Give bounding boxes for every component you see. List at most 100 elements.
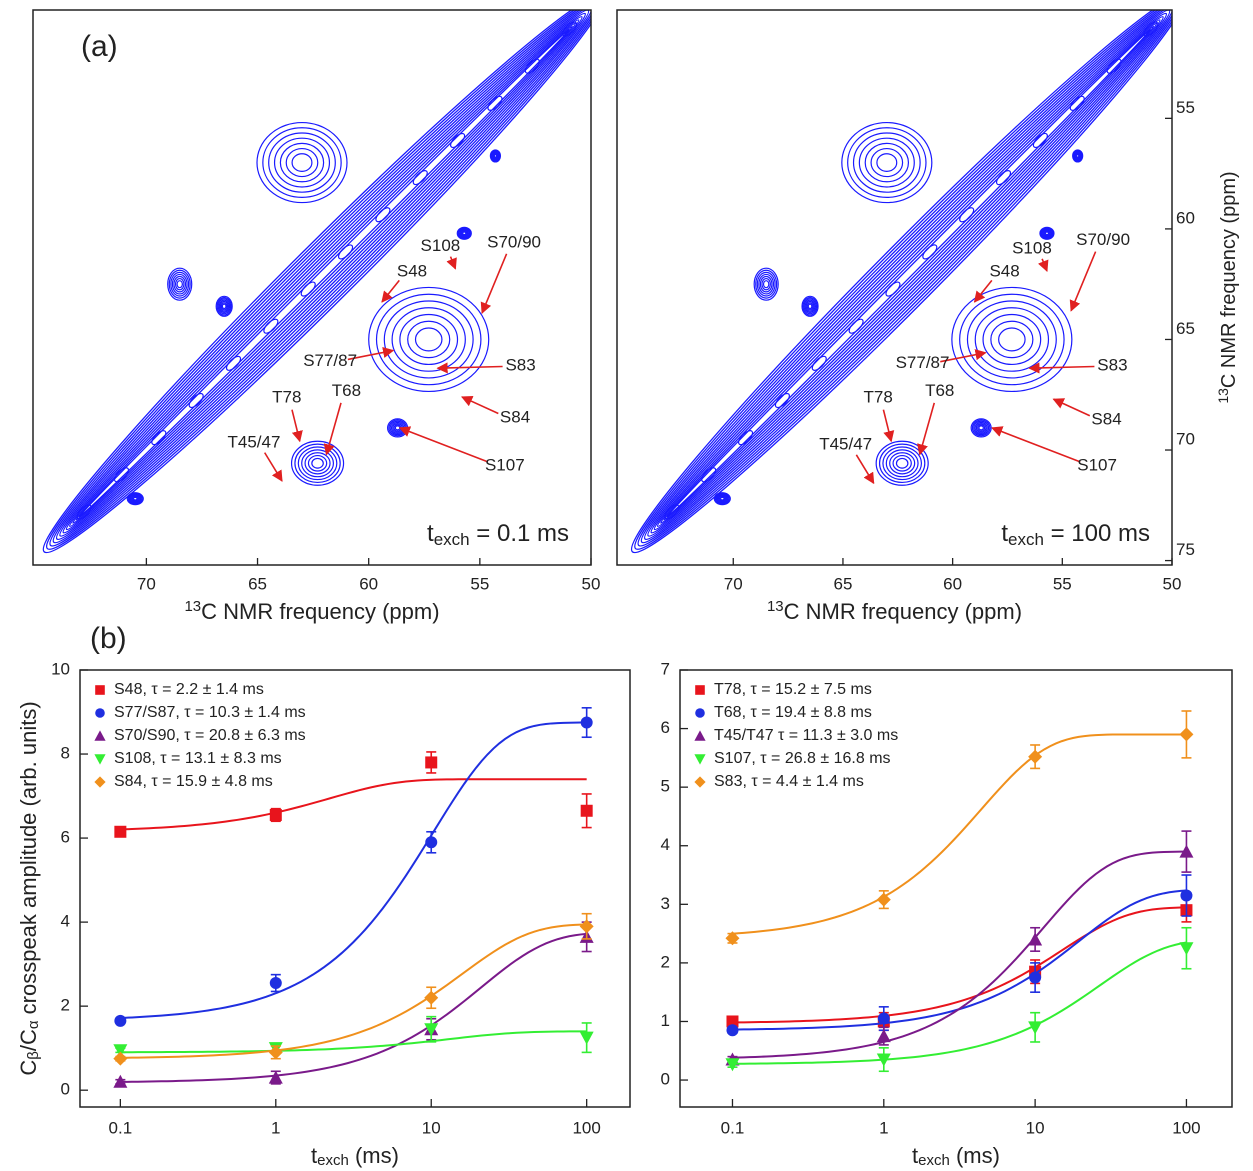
data-point <box>269 977 282 990</box>
contour-line <box>847 127 927 198</box>
data-point <box>877 1012 890 1025</box>
legend-label: S108, τ = 13.1 ± 8.3 ms <box>114 750 282 767</box>
contour-line <box>966 300 1057 379</box>
contour-line <box>885 449 919 478</box>
contour-line <box>841 121 933 204</box>
contour-line <box>391 307 466 372</box>
contour-line <box>394 425 401 431</box>
text-part: /C <box>16 1029 41 1051</box>
contour-line <box>774 392 790 409</box>
text-part: t <box>427 520 434 547</box>
contour-line <box>762 280 770 289</box>
contour-line <box>1074 151 1082 161</box>
data-point <box>725 931 740 946</box>
contour-line <box>76 504 92 520</box>
y-tick-label: 4 <box>61 912 70 931</box>
contour-line <box>959 207 975 223</box>
contour-line <box>811 355 827 371</box>
subscript: exch <box>918 1152 950 1169</box>
peak-label: S77/87 <box>303 351 357 370</box>
contour-area <box>42 10 591 554</box>
y-tick-label: 0 <box>661 1070 670 1089</box>
fit-curve <box>120 923 587 1059</box>
subscript: exch <box>1008 530 1044 549</box>
contour-line <box>130 495 140 503</box>
data-point <box>580 804 593 817</box>
data-point <box>424 1023 439 1037</box>
y-tick-label: 5 <box>661 777 670 796</box>
contour-line <box>1044 231 1050 236</box>
contour-line <box>487 95 503 111</box>
x-axis-label: 13C NMR frequency (ppm) <box>767 598 1022 624</box>
contour-line <box>718 495 726 502</box>
text-part: C NMR frequency (ppm) <box>784 599 1022 624</box>
peak-arrow <box>1069 251 1097 312</box>
contour-line <box>664 504 680 520</box>
contour-line <box>977 424 986 432</box>
panel-label: (b) <box>90 622 127 655</box>
peak-label: T78 <box>864 388 893 407</box>
contour-line <box>375 207 391 223</box>
peak-label: T45/47 <box>228 432 281 451</box>
contour-line <box>1043 229 1051 237</box>
legend-marker <box>94 776 106 788</box>
data-point <box>1179 844 1194 858</box>
contour-line <box>304 452 331 475</box>
contour-line <box>643 10 1172 541</box>
contour-line <box>753 267 779 301</box>
plot-frame <box>679 669 1233 1108</box>
contour-line <box>878 443 926 484</box>
annotation: texch = 100 ms <box>1001 520 1150 548</box>
y-tick-label: 7 <box>661 659 670 678</box>
legend-marker <box>694 730 706 741</box>
contour-line <box>42 10 591 554</box>
peak-label: S77/87 <box>896 353 950 372</box>
contour-line <box>1041 228 1053 239</box>
y-tick-label: 0 <box>61 1080 70 1099</box>
data-point <box>579 1031 594 1045</box>
x-tick-label: 60 <box>359 574 378 593</box>
contour-line <box>1069 95 1085 111</box>
x-tick-label: 55 <box>470 574 489 593</box>
contour-line <box>55 10 591 541</box>
contour-line <box>221 303 227 310</box>
contour-line <box>273 137 331 188</box>
contour-area <box>630 10 1172 554</box>
fit-curve <box>120 778 587 831</box>
legend-label: T78, τ = 15.2 ± 7.5 ms <box>714 681 872 698</box>
contour-line <box>491 151 500 161</box>
x-tick-label: 10 <box>422 1118 441 1137</box>
peak-label: S83 <box>1097 356 1127 375</box>
peak-arrow <box>917 402 936 456</box>
y-tick-label: 10 <box>51 659 70 678</box>
contour-line <box>848 318 864 334</box>
contour-line <box>875 440 929 486</box>
legend-label: S70/S90, τ = 20.8 ± 6.3 ms <box>114 727 306 744</box>
contour-line <box>490 150 501 162</box>
contour-line <box>75 25 574 521</box>
contour-line <box>1074 152 1081 160</box>
data-point <box>876 1029 891 1043</box>
y-tick-label: 3 <box>661 894 670 913</box>
contour-line <box>49 10 591 547</box>
contour-line <box>922 244 938 260</box>
contour-line <box>1043 230 1051 237</box>
contour-line <box>858 137 915 188</box>
contour-line <box>804 299 816 313</box>
subscript: exch <box>434 530 470 549</box>
contour-line <box>217 298 231 315</box>
contour-line <box>256 121 348 204</box>
contour-line <box>375 293 482 386</box>
contour-line <box>663 25 1155 521</box>
annotation: texch = 0.1 ms <box>427 520 569 548</box>
data-point <box>424 990 439 1005</box>
peak-arrow <box>882 409 895 443</box>
contour-line <box>220 302 228 311</box>
x-tick-label: 1 <box>271 1118 280 1137</box>
contour-line <box>1143 21 1159 37</box>
peak-label: S107 <box>485 455 525 474</box>
peak-label: T68 <box>332 381 361 400</box>
contour-line <box>892 454 912 472</box>
legend-marker <box>694 776 706 788</box>
